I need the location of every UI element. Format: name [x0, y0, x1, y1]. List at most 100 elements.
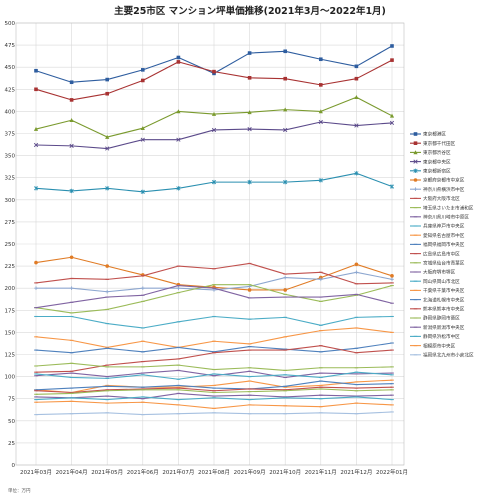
legend-entry: 東京都港区	[410, 131, 446, 138]
legend-label: 兵庫県神戸市中央区	[423, 223, 465, 230]
legend-entry: 京都府京都市中京区	[410, 177, 465, 184]
x-tick-label: 2021年05月	[91, 468, 123, 476]
legend-label: 福岡県福岡市中央区	[423, 241, 465, 248]
legend-label: 愛知県名古屋市中区	[423, 232, 465, 239]
y-tick-label: 250	[5, 242, 16, 248]
x-tick-label: 2021年03月	[20, 468, 52, 476]
y-tick-label: 400	[5, 109, 16, 115]
legend-entry: 愛知県名古屋市中区	[410, 232, 465, 239]
x-tick-label: 2022年01月	[376, 468, 408, 476]
series	[34, 262, 394, 285]
data-point	[140, 137, 145, 142]
data-point	[69, 286, 74, 290]
data-point	[283, 76, 287, 81]
y-tick-label: 100	[5, 375, 16, 381]
data-point	[390, 58, 394, 62]
y-tick-label: 325	[5, 176, 16, 182]
data-point	[34, 87, 38, 92]
data-point	[105, 134, 110, 139]
series	[34, 411, 394, 416]
data-point	[354, 76, 359, 81]
legend-entry: 静岡県静岡市葵区	[410, 315, 460, 322]
legend-entry: 神奈川県川崎市中原区	[410, 214, 469, 221]
data-point	[247, 179, 252, 185]
y-axis: 0 25 50 75 100 125 150 175 200 225 250 275 300 325 350…	[5, 21, 16, 469]
data-point	[176, 55, 181, 60]
legend-label: 宮城県仙台市青葉区	[423, 260, 465, 267]
data-point	[247, 126, 252, 132]
plot-area	[33, 44, 395, 416]
legend: 東京都港区東京都千代田区東京都渋谷区東京都中央区東京都新宿区京都府京都市中京区神…	[410, 131, 474, 359]
legend-entry: 熊本県熊本市中央区	[410, 306, 465, 313]
data-point	[141, 78, 145, 83]
data-point	[212, 69, 216, 74]
legend-label: 埼玉県さいたま市浦和区	[423, 204, 474, 211]
legend-entry: 福岡県福岡市中央区	[410, 241, 465, 248]
legend-marker	[413, 187, 418, 191]
legend-entry: 宮城県仙台市青葉区	[410, 260, 465, 267]
legend-marker	[413, 178, 418, 182]
legend-entry: 東京都新宿区	[410, 168, 451, 175]
data-point	[319, 277, 323, 282]
x-tick-label: 2021年06月	[127, 468, 159, 476]
legend-entry: 福岡県北九州市小倉北区	[410, 352, 474, 359]
data-point	[33, 186, 39, 191]
legend-label: 東京都渋谷区	[423, 149, 451, 156]
data-point	[247, 288, 252, 292]
data-point	[105, 91, 109, 96]
data-point	[390, 277, 394, 282]
legend-marker	[413, 141, 418, 145]
legend-label: 熊本県熊本市中央区	[423, 306, 465, 313]
data-point	[283, 127, 288, 133]
x-tick-label: 2021年04月	[56, 468, 88, 476]
legend-label: 福岡県北九州市小倉北区	[423, 352, 474, 359]
data-point	[34, 260, 38, 265]
y-tick-label: 350	[5, 154, 16, 160]
data-point	[283, 288, 288, 292]
x-tick-label: 2021年09月	[234, 468, 266, 476]
legend-entry: 広島県広島市中区	[410, 250, 460, 257]
data-point	[140, 189, 145, 195]
legend-label: 静岡県静岡市葵区	[423, 315, 460, 322]
data-point	[247, 76, 252, 80]
legend-entry: 静岡県浜松市中区	[410, 333, 460, 340]
data-point	[34, 286, 38, 290]
data-point	[33, 126, 39, 131]
data-point	[283, 275, 287, 280]
data-point	[283, 179, 288, 185]
data-point	[105, 77, 109, 82]
series	[34, 400, 394, 409]
legend-label: 北海道札幌市中央区	[423, 296, 465, 303]
legend-entry: 北海道札幌市中央区	[410, 296, 465, 303]
series	[34, 369, 394, 379]
x-axis: 2021年03月 2021年04月 2021年05月 2021年06月 2021年07月…	[20, 468, 408, 476]
data-point	[176, 186, 181, 191]
y-tick-label: 300	[5, 198, 16, 204]
y-tick-label: 125	[5, 353, 16, 359]
y-tick-label: 375	[5, 132, 16, 138]
series	[34, 371, 394, 380]
data-point	[247, 110, 252, 115]
legend-marker	[413, 150, 418, 155]
data-point	[141, 68, 145, 72]
y-tick-label: 75	[8, 397, 15, 403]
legend-entry: 千葉県千葉市中央区	[410, 287, 465, 294]
data-point	[318, 109, 323, 114]
data-point	[105, 264, 109, 268]
data-point	[354, 64, 359, 69]
data-point	[354, 171, 359, 176]
legend-label: 東京都中央区	[423, 158, 451, 165]
data-point	[34, 68, 38, 73]
data-point	[69, 188, 74, 194]
x-tick-label: 2021年07月	[162, 468, 194, 476]
y-tick-label: 450	[5, 65, 16, 71]
series	[34, 270, 394, 294]
y-tick-label: 50	[8, 419, 15, 425]
y-tick-label: 475	[5, 43, 16, 49]
data-point	[247, 284, 252, 289]
legend-label: 広島県広島市中区	[423, 250, 460, 257]
y-tick-label: 175	[5, 308, 16, 314]
data-point	[318, 178, 323, 183]
data-point	[247, 51, 252, 55]
